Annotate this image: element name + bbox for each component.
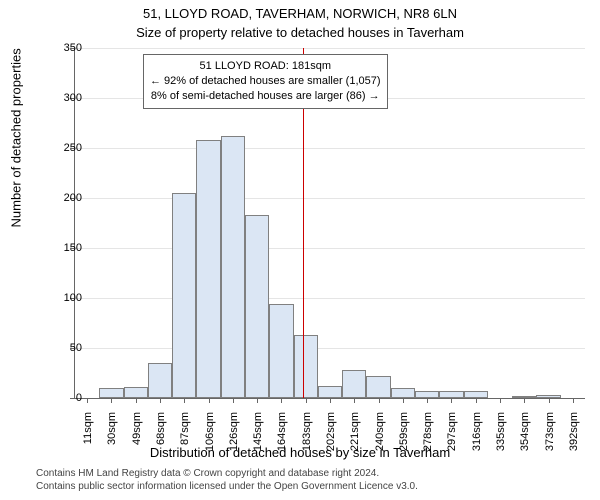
info-line2: ← 92% of detached houses are smaller (1,… xyxy=(150,74,381,89)
histogram-bar xyxy=(318,386,342,398)
x-tick xyxy=(379,398,380,403)
y-tick-label: 0 xyxy=(42,392,82,404)
x-tick-label: 126sqm xyxy=(228,412,240,462)
y-tick-label: 350 xyxy=(42,42,82,54)
x-tick xyxy=(427,398,428,403)
x-tick xyxy=(136,398,137,403)
x-tick-label: 30sqm xyxy=(106,412,118,462)
x-tick-label: 68sqm xyxy=(155,412,167,462)
x-tick-label: 183sqm xyxy=(301,412,313,462)
histogram-bar xyxy=(366,376,390,398)
footer-line1: Contains HM Land Registry data © Crown c… xyxy=(36,468,418,481)
y-tick-label: 50 xyxy=(42,342,82,354)
histogram-bar xyxy=(294,335,318,398)
plot-area: 51 LLOYD ROAD: 181sqm ← 92% of detached … xyxy=(74,48,585,399)
x-tick-label: 106sqm xyxy=(204,412,216,462)
x-tick xyxy=(549,398,550,403)
gridline xyxy=(75,48,585,49)
x-tick xyxy=(87,398,88,403)
x-tick-label: 297sqm xyxy=(446,412,458,462)
gridline xyxy=(75,348,585,349)
histogram-bar xyxy=(221,136,245,398)
histogram-bar xyxy=(439,391,463,398)
chart-container: 51, LLOYD ROAD, TAVERHAM, NORWICH, NR8 6… xyxy=(0,0,600,500)
histogram-bar xyxy=(415,391,439,398)
histogram-bar xyxy=(148,363,172,398)
y-tick-label: 200 xyxy=(42,192,82,204)
histogram-bar xyxy=(172,193,196,398)
histogram-bar xyxy=(464,391,488,398)
histogram-bar xyxy=(196,140,220,398)
x-tick xyxy=(160,398,161,403)
x-tick-label: 278sqm xyxy=(422,412,434,462)
x-tick-label: 316sqm xyxy=(471,412,483,462)
gridline xyxy=(75,298,585,299)
footer-attribution: Contains HM Land Registry data © Crown c… xyxy=(36,468,418,493)
x-tick xyxy=(500,398,501,403)
x-tick-label: 354sqm xyxy=(519,412,531,462)
y-tick-label: 150 xyxy=(42,242,82,254)
gridline xyxy=(75,198,585,199)
histogram-bar xyxy=(124,387,148,398)
x-tick-label: 259sqm xyxy=(398,412,410,462)
x-tick xyxy=(354,398,355,403)
x-tick-label: 335sqm xyxy=(495,412,507,462)
x-tick xyxy=(281,398,282,403)
x-tick xyxy=(330,398,331,403)
histogram-bar xyxy=(342,370,366,398)
histogram-bar xyxy=(245,215,269,398)
histogram-bar xyxy=(391,388,415,398)
info-line3: 8% of semi-detached houses are larger (8… xyxy=(150,89,381,104)
x-tick-label: 373sqm xyxy=(544,412,556,462)
gridline xyxy=(75,248,585,249)
x-tick-label: 392sqm xyxy=(568,412,580,462)
x-tick-label: 87sqm xyxy=(179,412,191,462)
x-tick xyxy=(403,398,404,403)
x-tick-label: 164sqm xyxy=(276,412,288,462)
x-tick xyxy=(184,398,185,403)
x-tick xyxy=(524,398,525,403)
x-tick xyxy=(451,398,452,403)
x-tick-label: 49sqm xyxy=(131,412,143,462)
x-tick xyxy=(476,398,477,403)
chart-subtitle: Size of property relative to detached ho… xyxy=(0,23,600,42)
x-tick-label: 202sqm xyxy=(325,412,337,462)
chart-title-address: 51, LLOYD ROAD, TAVERHAM, NORWICH, NR8 6… xyxy=(0,0,600,23)
x-tick xyxy=(209,398,210,403)
x-tick-label: 240sqm xyxy=(374,412,386,462)
footer-line2: Contains public sector information licen… xyxy=(36,481,418,494)
x-tick xyxy=(257,398,258,403)
x-tick xyxy=(306,398,307,403)
info-line1: 51 LLOYD ROAD: 181sqm xyxy=(150,59,381,74)
x-tick xyxy=(111,398,112,403)
histogram-bar xyxy=(269,304,293,398)
x-tick-label: 145sqm xyxy=(252,412,264,462)
info-box: 51 LLOYD ROAD: 181sqm ← 92% of detached … xyxy=(143,54,388,109)
x-tick-label: 221sqm xyxy=(349,412,361,462)
gridline xyxy=(75,148,585,149)
histogram-bar xyxy=(99,388,123,398)
y-tick-label: 250 xyxy=(42,142,82,154)
x-tick-label: 11sqm xyxy=(82,412,94,462)
y-axis-title: Number of detached properties xyxy=(9,48,24,227)
y-tick-label: 100 xyxy=(42,292,82,304)
x-tick xyxy=(233,398,234,403)
x-tick xyxy=(573,398,574,403)
y-tick-label: 300 xyxy=(42,92,82,104)
